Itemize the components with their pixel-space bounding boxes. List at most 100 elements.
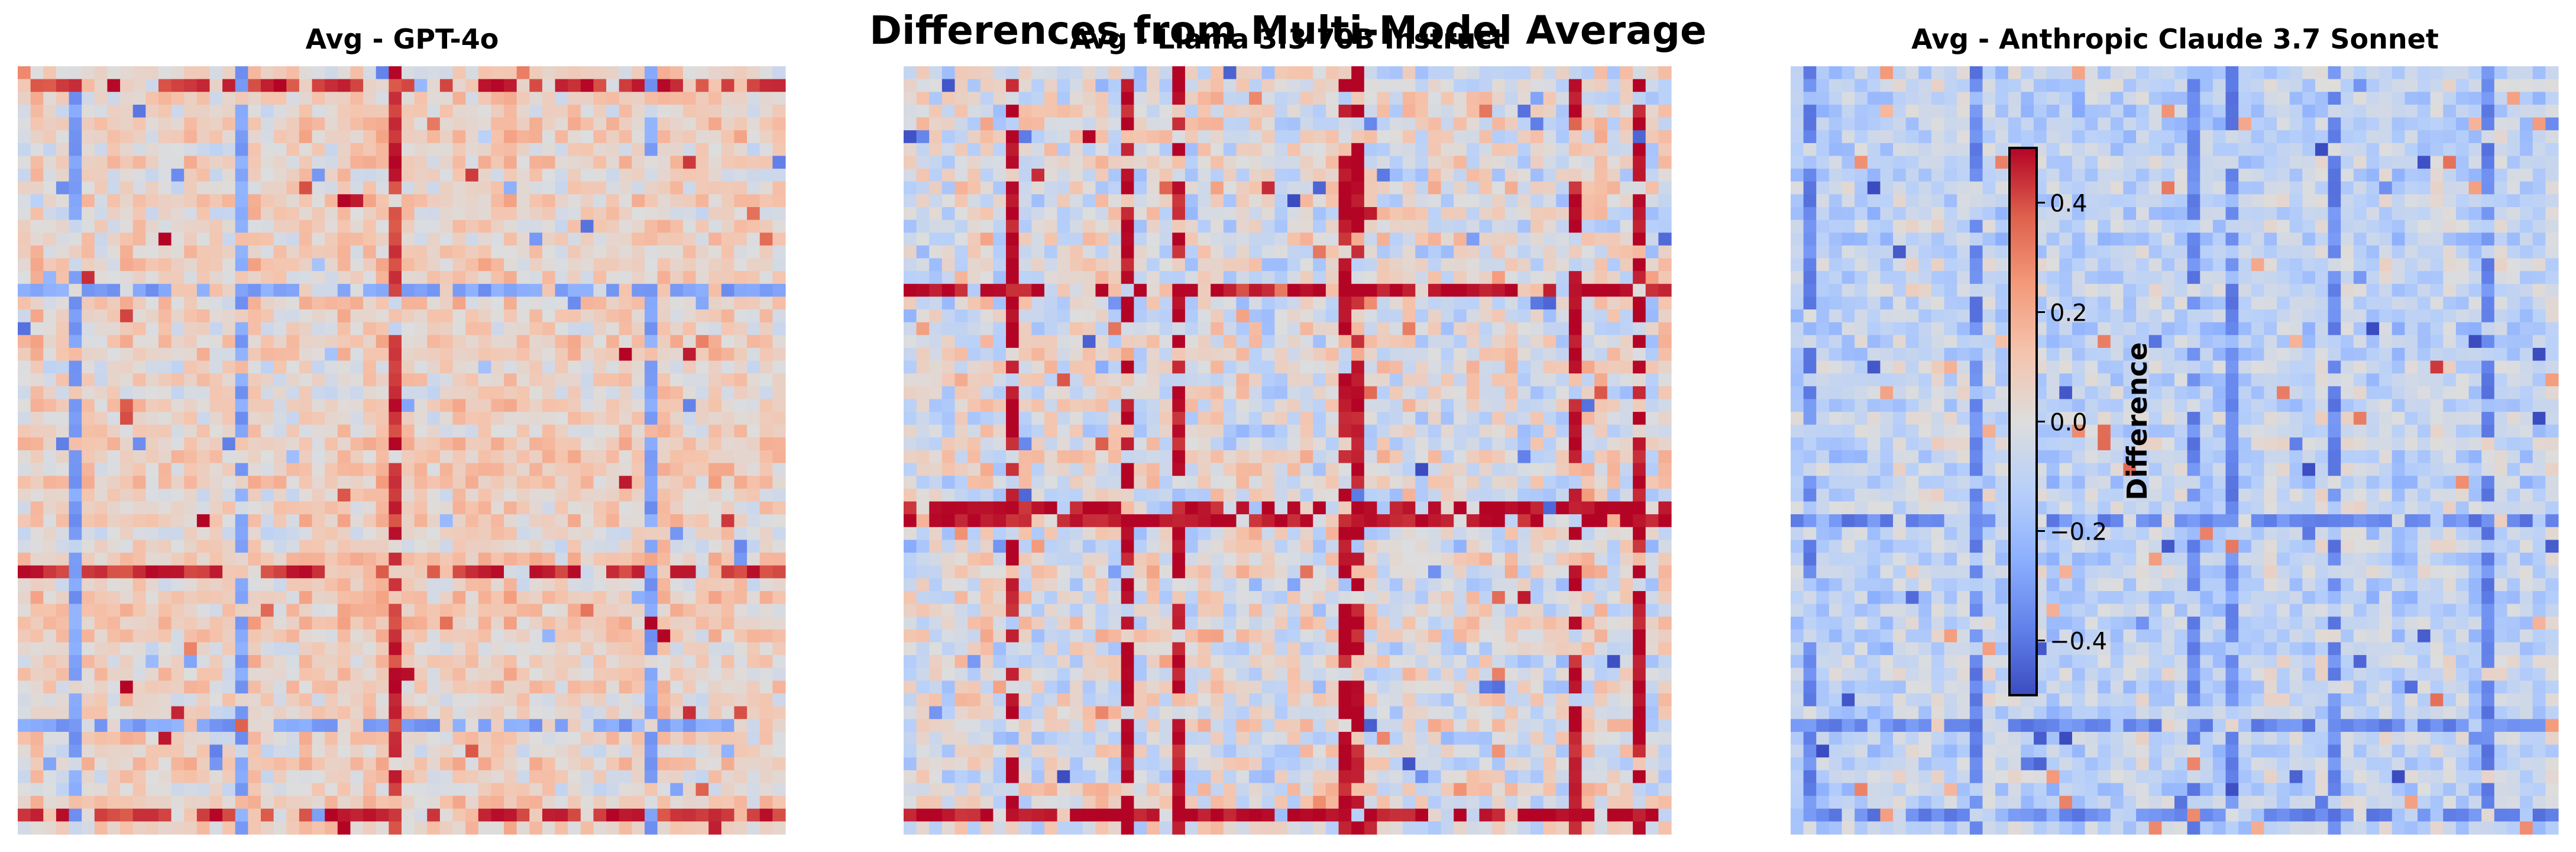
heatmap-cell (1287, 104, 1301, 118)
heatmap-cell (427, 322, 441, 335)
heatmap-cell (337, 220, 351, 233)
heatmap-cell (682, 233, 697, 246)
heatmap-cell (427, 629, 441, 643)
heatmap-cell (682, 258, 697, 272)
heatmap-cell (43, 821, 57, 835)
heatmap-cell (145, 680, 159, 694)
heatmap-cell (1568, 92, 1583, 105)
heatmap-cell (312, 360, 325, 374)
heatmap-cell (376, 309, 389, 323)
heatmap-cell (82, 642, 95, 656)
heatmap-cell (1236, 79, 1250, 92)
heatmap-cell (414, 642, 428, 656)
heatmap-cell (452, 527, 466, 541)
heatmap-cell (235, 744, 248, 758)
heatmap-cell (619, 796, 632, 809)
heatmap-cell (478, 540, 492, 553)
heatmap-cell (82, 156, 95, 169)
heatmap-cell (1594, 322, 1608, 335)
heatmap-cell (504, 796, 517, 809)
heatmap-cell (542, 296, 556, 310)
heatmap-cell (747, 117, 760, 131)
heatmap-cell (1108, 220, 1122, 233)
heatmap-cell (542, 386, 556, 400)
heatmap-cell (107, 719, 121, 732)
heatmap-cell (593, 514, 607, 528)
heatmap-cell (1504, 66, 1518, 80)
heatmap-cell (1274, 335, 1288, 348)
heatmap-cell (708, 271, 722, 285)
heatmap-cell (670, 808, 684, 822)
heatmap-cell (657, 757, 671, 771)
heatmap-cell (645, 501, 658, 515)
heatmap-cell (325, 66, 338, 80)
heatmap-cell (1082, 245, 1096, 259)
heatmap-cell (993, 104, 1007, 118)
heatmap-cell (1108, 233, 1122, 246)
heatmap-cell (555, 143, 568, 157)
heatmap-cell (682, 386, 697, 400)
heatmap-cell (145, 117, 159, 131)
heatmap-cell (235, 808, 248, 822)
heatmap-cell (580, 130, 594, 144)
heatmap-cell (120, 488, 134, 502)
heatmap-cell (286, 335, 300, 348)
heatmap-cell (568, 514, 581, 528)
heatmap-cell (1338, 156, 1352, 169)
heatmap-cell (721, 744, 735, 758)
heatmap-cell (1645, 309, 1659, 323)
heatmap-cell (363, 143, 377, 157)
heatmap-cell (132, 540, 146, 553)
heatmap-cell (491, 220, 504, 233)
heatmap-cell (542, 821, 556, 835)
heatmap-cell (261, 169, 274, 182)
heatmap-cell (69, 578, 82, 592)
heatmap-cell (1057, 309, 1070, 323)
heatmap-cell (82, 322, 95, 335)
heatmap-cell (929, 194, 943, 208)
heatmap-cell (542, 744, 556, 758)
heatmap-cell (427, 642, 441, 656)
heatmap-cell (325, 373, 338, 387)
heatmap-cell (734, 655, 747, 669)
heatmap-cell (414, 296, 428, 310)
heatmap-cell (1517, 156, 1531, 169)
heatmap-cell (916, 245, 930, 259)
heatmap-cell (708, 92, 722, 105)
heatmap-cell (645, 604, 658, 617)
heatmap-cell (529, 514, 543, 528)
heatmap-cell (1402, 130, 1416, 144)
heatmap-cell (235, 233, 248, 246)
heatmap-cell (439, 347, 454, 362)
heatmap-cell (580, 488, 594, 502)
heatmap-cell (1338, 169, 1352, 182)
heatmap-cell (504, 604, 517, 617)
heatmap-cell (18, 335, 31, 348)
heatmap-cell (954, 206, 968, 221)
heatmap-cell (1390, 130, 1403, 144)
heatmap-cell (273, 194, 287, 208)
heatmap-cell (568, 283, 581, 297)
heatmap-cell (1633, 309, 1646, 323)
heatmap-cell (286, 130, 300, 144)
heatmap-cell (69, 360, 82, 374)
heatmap-cell (568, 322, 581, 335)
heatmap-cell (30, 604, 44, 617)
heatmap-cell (325, 476, 338, 489)
heatmap-cell (1492, 309, 1506, 323)
heatmap-cell (529, 335, 543, 348)
heatmap-cell (414, 117, 428, 131)
heatmap-cell (350, 731, 364, 746)
heatmap-cell (1415, 335, 1429, 348)
heatmap-cell (632, 527, 645, 541)
heatmap-cell (1121, 283, 1134, 297)
heatmap-cell (325, 283, 338, 297)
heatmap-cell (158, 757, 172, 771)
heatmap-cell (1172, 271, 1186, 285)
heatmap-cell (645, 117, 658, 131)
heatmap-cell (1645, 169, 1659, 182)
heatmap-cell (273, 463, 287, 476)
heatmap-cell (1147, 92, 1160, 105)
heatmap-cell (350, 540, 364, 553)
heatmap-cell (414, 514, 428, 528)
